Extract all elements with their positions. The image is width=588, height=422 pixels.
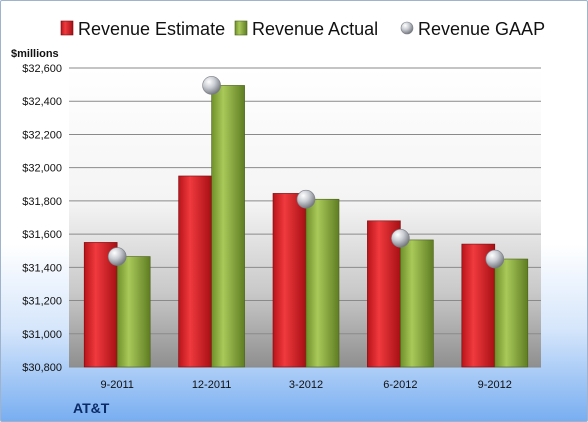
bar-revenue-actual [116, 256, 151, 368]
y-tick-label: $31,600 [22, 229, 62, 241]
bar-revenue-estimate [272, 193, 307, 368]
bar-revenue-actual [305, 198, 340, 368]
x-axis-ticks: 9-2011 12-2011 3-2012 6-2012 9-2012 [100, 379, 511, 391]
marker-revenue-gaap [391, 228, 410, 248]
bars [83, 85, 529, 368]
legend-label: Revenue Estimate [78, 19, 225, 39]
y-tick-label: $32,200 [22, 129, 62, 141]
marker-revenue-gaap [107, 247, 127, 266]
marker-revenue-gaap [296, 189, 316, 209]
x-tick-label: 12-2011 [192, 379, 232, 391]
y-tick-label: $31,000 [22, 329, 62, 341]
legend-label: Revenue GAAP [418, 19, 545, 39]
y-tick-label: $32,000 [22, 163, 62, 175]
x-tick-label: 3-2012 [289, 379, 323, 391]
y-tick-label: $31,800 [22, 196, 62, 208]
x-tick-label: 9-2011 [100, 379, 133, 391]
y-axis-unit-label: $millions [11, 48, 59, 60]
bar-revenue-actual [400, 239, 434, 368]
y-axis-ticks: $30,800 $31,000 $31,200 $31,400 $31,600 $31,8… [22, 63, 62, 374]
bar-revenue-estimate [178, 175, 212, 368]
legend: Revenue Estimate Revenue Actual Revenue GA… [60, 19, 545, 39]
legend-label: Revenue Actual [252, 19, 378, 39]
legend-swatch [60, 20, 74, 36]
y-tick-label: $31,200 [22, 296, 62, 308]
y-tick-label: $30,800 [22, 362, 62, 374]
x-tick-label: 6-2012 [383, 379, 417, 391]
y-tick-label: $31,400 [22, 262, 62, 274]
gaap-markers [107, 76, 505, 269]
x-tick-label: 9-2012 [478, 379, 512, 391]
company-name: AT&T [73, 400, 110, 416]
y-tick-label: $32,400 [22, 96, 62, 108]
marker-revenue-gaap [202, 76, 221, 95]
bar-revenue-actual [494, 258, 529, 368]
legend-swatch [400, 21, 414, 35]
legend-swatch [234, 20, 248, 36]
marker-revenue-gaap [485, 249, 505, 269]
bar-revenue-actual [211, 85, 245, 368]
y-tick-label: $32,600 [22, 63, 62, 75]
